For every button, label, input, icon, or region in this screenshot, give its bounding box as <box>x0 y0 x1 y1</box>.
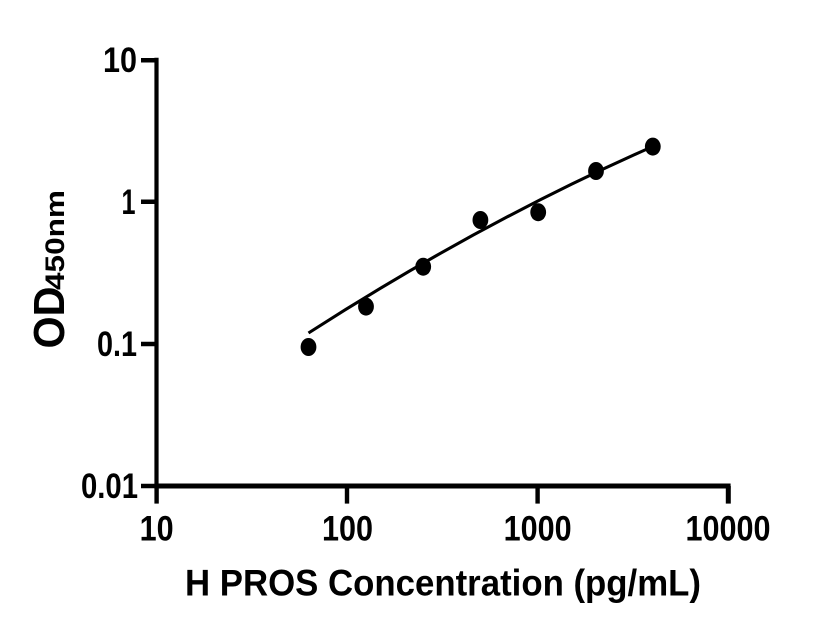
svg-text:1: 1 <box>122 183 136 222</box>
svg-text:0.01: 0.01 <box>81 467 138 506</box>
svg-text:H PROS Concentration (pg/mL): H PROS Concentration (pg/mL) <box>185 562 701 604</box>
svg-text:OD: OD <box>25 287 74 349</box>
svg-text:10: 10 <box>103 41 137 80</box>
svg-text:0.1: 0.1 <box>97 325 137 364</box>
svg-text:1000: 1000 <box>504 510 572 549</box>
svg-text:450nm: 450nm <box>40 190 70 290</box>
svg-text:10000: 10000 <box>686 510 771 549</box>
svg-text:10: 10 <box>140 510 174 549</box>
svg-text:100: 100 <box>322 510 373 549</box>
